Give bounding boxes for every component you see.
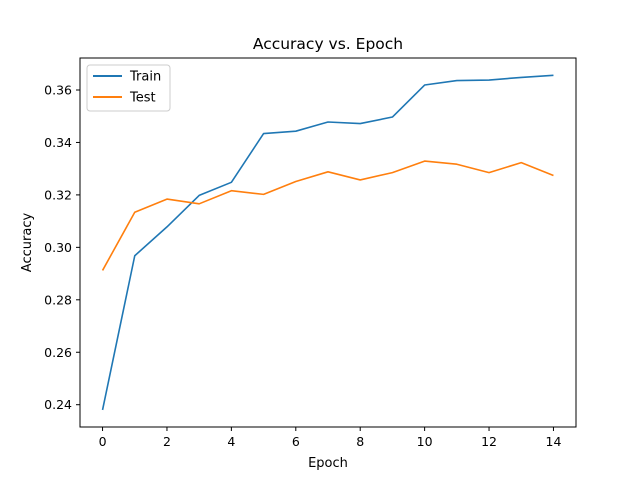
y-tick-label: 0.24 <box>44 397 72 412</box>
y-axis-ticks: 0.24 0.26 0.28 0.30 0.32 0.34 0.36 <box>44 82 80 412</box>
plot-frame <box>79 57 577 428</box>
y-tick-label: 0.28 <box>44 292 72 307</box>
x-axis-ticks: 0 2 4 6 8 10 12 14 <box>99 427 562 449</box>
y-tick-label: 0.30 <box>44 240 72 255</box>
chart-title: Accuracy vs. Epoch <box>253 35 403 53</box>
y-tick-label: 0.34 <box>44 135 72 150</box>
legend-label-train: Train <box>129 70 161 85</box>
x-tick-label: 12 <box>481 434 497 449</box>
x-tick-label: 14 <box>546 434 562 449</box>
x-tick-label: 6 <box>292 434 300 449</box>
x-tick-label: 10 <box>417 434 433 449</box>
x-tick-label: 4 <box>227 434 235 449</box>
plot-area <box>79 57 577 428</box>
x-tick-label: 8 <box>356 434 364 449</box>
y-tick-label: 0.26 <box>44 345 72 360</box>
legend: Train Test <box>86 64 171 112</box>
y-axis-label: Accuracy <box>20 213 35 273</box>
y-tick-label: 0.32 <box>44 187 72 202</box>
series-line-test <box>101 160 554 271</box>
y-tick-label: 0.36 <box>44 82 72 97</box>
series-line-train <box>101 74 554 411</box>
x-tick-label: 0 <box>99 434 107 449</box>
series-lines <box>101 74 554 411</box>
legend-label-test: Test <box>129 91 156 106</box>
x-tick-label: 2 <box>163 434 171 449</box>
x-axis-label: Epoch <box>308 456 348 471</box>
